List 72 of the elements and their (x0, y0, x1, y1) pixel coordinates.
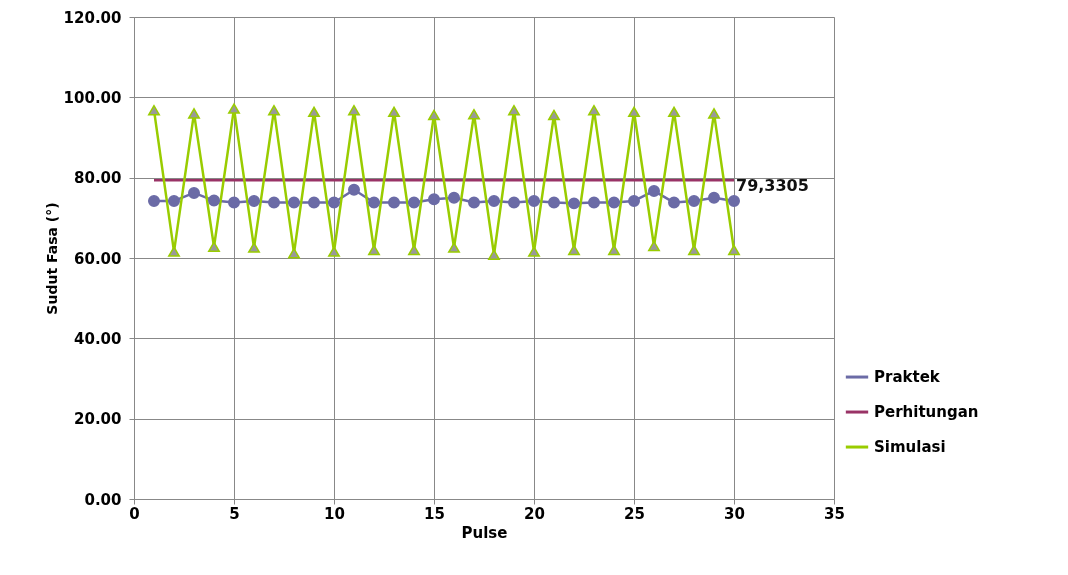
point (608, 196, 620, 209)
y-tick-label: 40.00 (74, 329, 122, 348)
point (508, 104, 520, 116)
point (708, 108, 720, 119)
x-tick-label: 30 (724, 504, 745, 523)
point (668, 106, 680, 118)
x-tick-label: 10 (324, 504, 345, 523)
point (628, 194, 640, 207)
point (308, 196, 320, 209)
x-tick-label: 15 (424, 504, 445, 523)
point (368, 196, 380, 209)
point (568, 197, 580, 210)
point (688, 194, 700, 207)
point (288, 196, 300, 209)
legend-label: Perhitungan (874, 403, 979, 422)
point (348, 104, 360, 116)
point (468, 108, 480, 120)
point (348, 183, 360, 196)
point (228, 196, 240, 209)
y-tick-label: 120.00 (63, 8, 122, 27)
x-tick-label: 20 (524, 504, 545, 523)
point (428, 193, 440, 206)
point (548, 196, 560, 209)
point (308, 106, 320, 118)
point (268, 196, 280, 209)
x-tick-label: 5 (229, 504, 240, 523)
point (388, 106, 400, 118)
point (328, 196, 340, 209)
point (528, 194, 540, 207)
legend-label: Praktek (874, 368, 941, 387)
point (468, 196, 480, 209)
point (628, 106, 640, 118)
x-tick-label: 25 (624, 504, 645, 523)
point (388, 196, 400, 209)
point (168, 194, 180, 207)
y-tick-label: 20.00 (74, 410, 122, 429)
x-tick-label: 35 (824, 504, 845, 523)
point (528, 246, 540, 257)
point (148, 194, 160, 207)
legend-label: Simulasi (874, 438, 946, 457)
point (268, 104, 280, 116)
point (168, 246, 180, 257)
point (588, 104, 600, 116)
point (668, 196, 680, 209)
point (248, 194, 260, 207)
x-axis-title: Pulse (461, 523, 508, 542)
point (248, 242, 260, 253)
y-tick-label: 80.00 (74, 169, 122, 188)
point (488, 194, 500, 207)
point (548, 109, 560, 121)
point (508, 196, 520, 209)
point (228, 103, 240, 114)
y-tick-label: 100.00 (63, 88, 122, 107)
point (328, 246, 340, 257)
y-tick-label: 60.00 (74, 249, 122, 268)
point (448, 242, 460, 253)
point (188, 108, 200, 119)
point (148, 104, 160, 116)
y-tick-label: 0.00 (84, 490, 122, 509)
x-tick-label: 0 (129, 504, 140, 523)
point (728, 244, 740, 256)
point (708, 191, 720, 204)
point (728, 194, 740, 207)
y-axis-title: Sudut Fasa (°) (43, 202, 60, 315)
point (188, 186, 200, 199)
point (648, 184, 660, 197)
point (408, 196, 420, 209)
point (208, 194, 220, 207)
point (588, 196, 600, 209)
point (428, 109, 440, 121)
annotation: 79,3305 (736, 176, 809, 196)
point (448, 191, 460, 204)
